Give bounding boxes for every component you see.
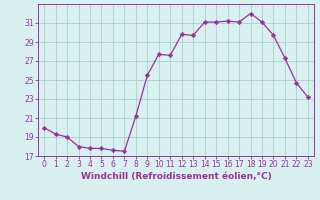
X-axis label: Windchill (Refroidissement éolien,°C): Windchill (Refroidissement éolien,°C)	[81, 172, 271, 181]
